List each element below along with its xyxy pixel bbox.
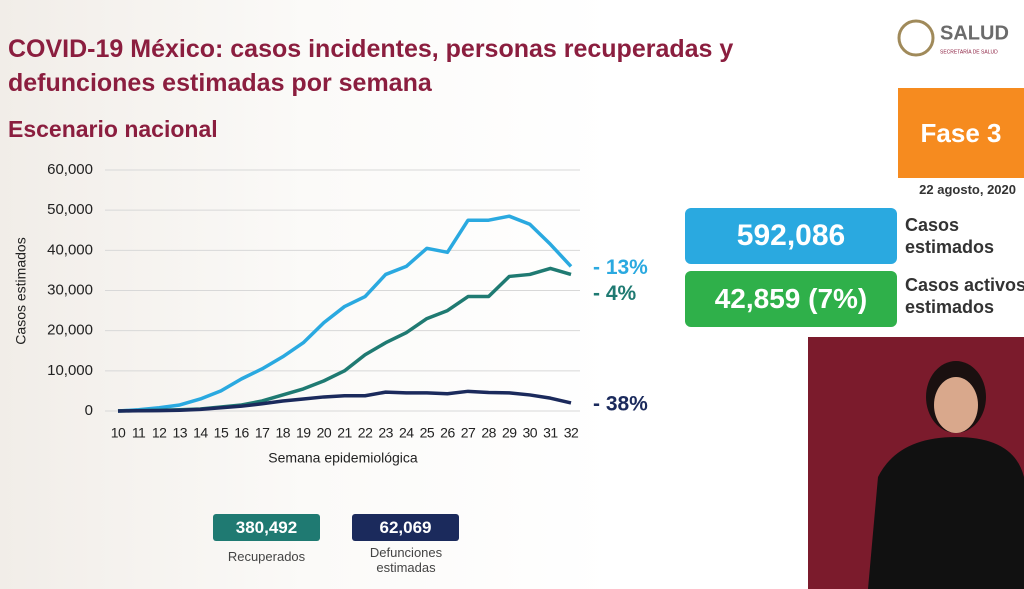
x-tick-label: 14 <box>193 425 208 441</box>
deaths-label: Defunciones estimadas <box>369 545 443 575</box>
x-tick-label: 15 <box>214 425 229 441</box>
x-tick-label: 26 <box>440 425 455 441</box>
series-end-label: - 4% <box>593 282 637 305</box>
logo-text: SALUD <box>940 22 1009 44</box>
x-tick-label: 20 <box>317 425 332 441</box>
x-tick-label: 17 <box>255 425 270 441</box>
series-end-label: - 38% <box>593 393 648 416</box>
deaths-box: 62,069 <box>352 514 459 541</box>
logo-subtext: SECRETARÍA DE SALUD <box>940 48 998 55</box>
slide-subtitle: Escenario nacional <box>8 116 218 142</box>
x-tick-label: 28 <box>481 425 496 441</box>
y-tick-label: 20,000 <box>47 322 93 339</box>
x-tick-label: 19 <box>296 425 311 441</box>
logo-emblem <box>897 19 935 57</box>
cases-box: 592,086 <box>685 208 897 264</box>
y-tick-label: 10,000 <box>47 362 93 379</box>
chart: Casos estimados Semana epidemiológica 0 1… <box>13 161 648 466</box>
series-end-label: - 13% <box>593 256 648 279</box>
x-tick-label: 30 <box>523 425 538 441</box>
recovered-box: 380,492 <box>213 514 320 541</box>
y-tick-label: 30,000 <box>47 281 93 298</box>
x-tick-label: 23 <box>378 425 393 441</box>
x-tick-label: 31 <box>543 425 558 441</box>
y-tick-label: 40,000 <box>47 241 93 258</box>
x-tick-label: 16 <box>234 425 249 441</box>
active-box: 42,859 (7%) <box>685 271 897 327</box>
series-line <box>117 389 572 413</box>
x-tick-label: 22 <box>358 425 373 441</box>
active-label: Casos activos estimados <box>905 275 1024 317</box>
interpreter <box>808 337 1024 589</box>
y-tick-label: 50,000 <box>47 201 93 218</box>
x-tick-label: 24 <box>399 425 414 441</box>
x-tick-label: 12 <box>152 425 167 441</box>
y-axis-label: Casos estimados <box>13 237 29 344</box>
slide-title: COVID-19 México: casos incidentes, perso… <box>8 35 734 97</box>
x-tick-label: 27 <box>461 425 476 441</box>
x-tick-label: 25 <box>420 425 435 441</box>
x-axis-label: Semana epidemiológica <box>268 450 418 466</box>
logo: SALUD SECRETARÍA DE SALUD <box>897 19 1009 57</box>
y-tick-label: 0 <box>85 402 93 419</box>
y-tick-label: 60,000 <box>47 161 93 178</box>
cases-label: Casos estimados <box>905 215 995 257</box>
series-line <box>117 266 572 413</box>
phase-box: Fase 3 <box>898 88 1024 178</box>
x-tick-label: 21 <box>337 425 352 441</box>
date: 22 agosto, 2020 <box>919 182 1016 197</box>
x-tick-label: 10 <box>111 425 126 441</box>
recovered-label: Recuperados <box>227 549 306 564</box>
x-tick-label: 29 <box>502 425 517 441</box>
x-tick-label: 32 <box>564 425 579 441</box>
x-tick-label: 18 <box>275 425 290 441</box>
series-line <box>117 214 573 413</box>
x-tick-label: 11 <box>132 425 146 441</box>
x-tick-label: 13 <box>172 425 187 441</box>
